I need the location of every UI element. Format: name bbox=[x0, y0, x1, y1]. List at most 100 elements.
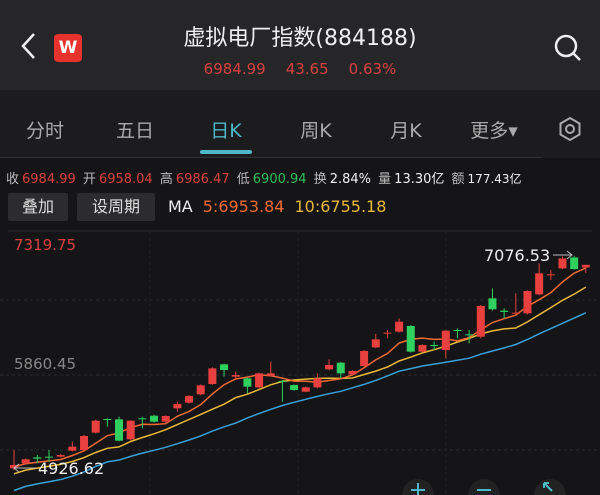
candle-body bbox=[500, 310, 509, 312]
candle-body bbox=[371, 339, 380, 348]
candle-body bbox=[488, 298, 497, 310]
tab-intraday[interactable]: 分时 bbox=[25, 120, 65, 142]
candle-body bbox=[570, 257, 579, 270]
hexagon-settings-icon[interactable] bbox=[556, 115, 584, 143]
price-summary: 6984.99 43.65 0.63% bbox=[0, 60, 600, 78]
tab-daily-k[interactable]: 日K bbox=[210, 120, 242, 142]
volume-value: 13.30亿 bbox=[394, 172, 445, 187]
candle-body bbox=[21, 459, 30, 464]
min-price-label: 4926.62 bbox=[38, 459, 104, 478]
candle-body bbox=[290, 385, 299, 391]
max-price-label: 7076.53 bbox=[484, 246, 550, 265]
search-icon[interactable] bbox=[552, 32, 584, 64]
candle-body bbox=[383, 332, 392, 334]
candle-body bbox=[266, 373, 275, 376]
arrow-left-icon bbox=[13, 463, 36, 473]
turnover-label: 换 bbox=[313, 172, 327, 187]
high-label: 高 bbox=[159, 172, 173, 187]
candle-body bbox=[80, 435, 89, 451]
candle-body bbox=[91, 420, 100, 433]
plus-icon bbox=[411, 483, 425, 495]
candle-body bbox=[278, 380, 287, 382]
turnover-value: 2.84% bbox=[329, 172, 372, 187]
ma-legend: MA 5:6953.84 10:6755.18 bbox=[168, 197, 396, 216]
set-period-button[interactable]: 设周期 bbox=[77, 193, 155, 221]
candle-body bbox=[441, 330, 450, 351]
candle-body bbox=[150, 415, 159, 422]
chevron-left-icon[interactable] bbox=[14, 28, 44, 64]
expand-icon bbox=[543, 482, 553, 492]
candle-body bbox=[511, 312, 520, 314]
candle-body bbox=[196, 385, 205, 395]
period-tabs: 分时 五日 日K 周K 月K 更多▾ bbox=[0, 90, 600, 158]
candle-body bbox=[68, 446, 77, 451]
header: W 虚拟电厂指数(884188) 6984.99 43.65 0.63% bbox=[0, 0, 600, 90]
candle-body bbox=[418, 345, 427, 352]
candle-body bbox=[10, 465, 18, 469]
candle-body bbox=[348, 370, 357, 375]
expand-button[interactable] bbox=[534, 479, 566, 495]
price-change-pct: 0.63% bbox=[348, 60, 397, 78]
candle-body bbox=[173, 404, 182, 409]
ma10-value: 10:6755.18 bbox=[294, 197, 387, 216]
low-value: 6900.94 bbox=[252, 172, 307, 187]
candle-body bbox=[126, 420, 135, 440]
candle-body bbox=[185, 395, 194, 403]
divider bbox=[0, 157, 542, 158]
ma10-line bbox=[13, 286, 587, 475]
tab-weekly-k[interactable]: 周K bbox=[300, 120, 332, 142]
zoom-out-button[interactable] bbox=[468, 479, 500, 495]
close-value: 6984.99 bbox=[22, 172, 76, 187]
candle-body bbox=[535, 273, 544, 295]
candle-body bbox=[231, 375, 240, 377]
candle-body bbox=[115, 419, 124, 441]
candle-body bbox=[430, 345, 439, 347]
open-label: 开 bbox=[82, 172, 96, 187]
candle-body bbox=[313, 378, 322, 388]
quote-stats: 收 6984.99 开 6958.04 高 6986.47 低 6900.94 换 2.8… bbox=[6, 168, 525, 187]
volume-label: 量 bbox=[378, 172, 392, 187]
ma5-line bbox=[13, 267, 587, 468]
candle-body bbox=[336, 362, 345, 374]
brand-logo: W bbox=[54, 34, 82, 62]
axis-label-mid: 5860.45 bbox=[14, 355, 76, 373]
tab-five-day[interactable]: 五日 bbox=[115, 120, 155, 142]
low-label: 低 bbox=[236, 172, 250, 187]
candle-body bbox=[103, 419, 112, 421]
ma-label: MA bbox=[168, 197, 193, 216]
candle-body bbox=[45, 456, 54, 458]
tab-more[interactable]: 更多▾ bbox=[470, 120, 518, 142]
overlay-button[interactable]: 叠加 bbox=[8, 193, 68, 221]
axis-label-top: 7319.75 bbox=[14, 236, 76, 254]
candle-body bbox=[546, 274, 555, 276]
amount-label: 额 bbox=[451, 172, 465, 187]
candle-body bbox=[325, 365, 334, 370]
candle-body bbox=[465, 334, 474, 336]
candle-body bbox=[301, 387, 310, 392]
price-change: 43.65 bbox=[285, 60, 329, 78]
active-tab-indicator bbox=[200, 150, 252, 154]
candle-body bbox=[255, 373, 264, 388]
tab-monthly-k[interactable]: 月K bbox=[390, 120, 422, 142]
arrow-right-icon bbox=[553, 250, 573, 260]
candle-body bbox=[476, 305, 485, 337]
candle-body bbox=[523, 290, 532, 314]
zoom-controls bbox=[402, 479, 566, 495]
candle-body bbox=[161, 415, 170, 422]
candle-body bbox=[395, 321, 404, 332]
page-title: 虚拟电厂指数(884188) bbox=[183, 26, 417, 51]
open-value: 6958.04 bbox=[98, 172, 153, 187]
last-price: 6984.99 bbox=[203, 60, 266, 78]
candle-body bbox=[208, 368, 217, 385]
close-label: 收 bbox=[6, 172, 20, 187]
high-value: 6986.47 bbox=[175, 172, 230, 187]
candle-body bbox=[360, 350, 369, 366]
candle-body bbox=[243, 378, 252, 387]
amount-value: 177.43亿 bbox=[467, 172, 522, 186]
candle-body bbox=[138, 418, 147, 420]
candle-body bbox=[33, 457, 42, 459]
ma5-value: 5:6953.84 bbox=[202, 197, 285, 216]
candle-body bbox=[581, 264, 590, 268]
candle-body bbox=[453, 330, 462, 332]
